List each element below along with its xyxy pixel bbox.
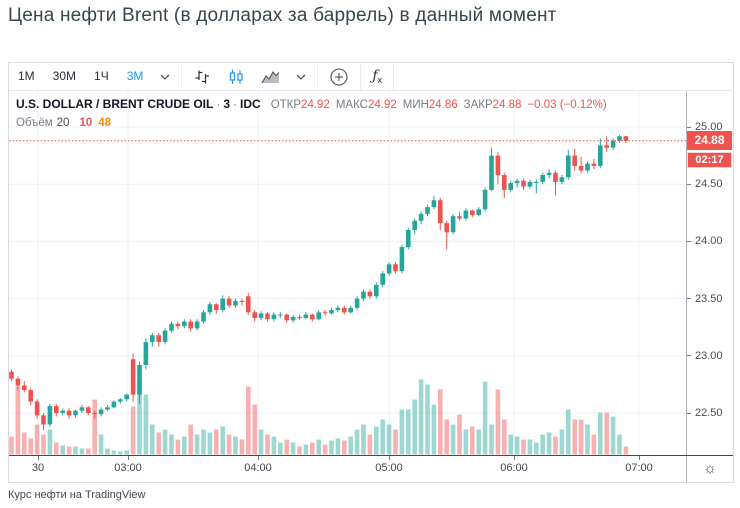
toolbar-separator xyxy=(360,63,362,90)
price-tick-mark xyxy=(687,412,691,414)
price-tick-label: 23.00 xyxy=(695,349,723,362)
price-tick-mark xyxy=(687,183,691,185)
time-tick-mark xyxy=(38,456,39,460)
interval-button-30m[interactable]: 30М xyxy=(44,63,85,90)
price-tick-label: 23.50 xyxy=(695,292,723,305)
interval-button-3m[interactable]: 3М xyxy=(118,63,153,90)
candlestick-chart-canvas[interactable] xyxy=(9,91,686,455)
interval-button-1m[interactable]: 1М xyxy=(9,63,44,90)
price-tick-label: 24.50 xyxy=(695,178,723,191)
time-axis-row: 30 03:00 04:00 05:00 06:00 07:00 ☼ xyxy=(9,455,733,482)
volume-layer xyxy=(9,379,629,455)
bars-chart-icon[interactable] xyxy=(185,63,219,90)
chart-toolbar: 1М 30М 1Ч 3М xyxy=(9,63,733,91)
chart-region: U.S. DOLLAR / BRENT CRUDE OIL · 3 · IDC ОТКР2… xyxy=(9,91,733,455)
bar-countdown-timer: 02:17 xyxy=(687,152,732,169)
candles-chart-icon[interactable] xyxy=(219,63,253,90)
toolbar-separator xyxy=(393,63,395,90)
price-tick-mark xyxy=(687,298,691,300)
time-tick-label: 03:00 xyxy=(114,462,142,474)
price-axis[interactable]: 25.00 24.50 24.00 23.50 23.00 22.50 24.88 02:17 xyxy=(686,91,733,455)
time-tick-label: 07:00 xyxy=(625,462,653,474)
interval-chevron-down-icon[interactable] xyxy=(152,63,178,90)
tradingview-widget: 1М 30М 1Ч 3М xyxy=(8,62,734,483)
price-tick-mark xyxy=(687,355,691,357)
area-chart-icon[interactable] xyxy=(253,63,288,90)
time-tick-label: 30 xyxy=(31,462,45,474)
price-tick-mark xyxy=(687,126,691,128)
time-axis[interactable]: 30 03:00 04:00 05:00 06:00 07:00 xyxy=(9,456,686,482)
candles-layer xyxy=(9,135,629,431)
price-tick-label: 24.00 xyxy=(695,235,723,248)
compare-plus-icon[interactable] xyxy=(321,63,357,90)
price-tick-label: 25.00 xyxy=(695,121,723,133)
time-tick-label: 04:00 xyxy=(244,462,272,474)
last-price-label: 24.88 xyxy=(687,131,732,151)
time-tick-mark xyxy=(514,456,515,460)
toolbar-separator xyxy=(317,63,319,90)
price-tick-mark xyxy=(687,240,691,242)
page-title: Цена нефти Brent (в долларах за баррель)… xyxy=(8,5,557,26)
price-tick-label: 22.50 xyxy=(695,407,723,419)
axis-settings-corner[interactable]: ☼ xyxy=(686,456,733,482)
indicators-fx-icon[interactable]: ƒx xyxy=(372,68,383,85)
time-tick-label: 06:00 xyxy=(500,462,528,474)
settings-gear-icon[interactable]: ☼ xyxy=(703,460,717,477)
toolbar-separator xyxy=(181,63,183,90)
time-tick-mark xyxy=(258,456,259,460)
chart-type-chevron-down-icon[interactable] xyxy=(288,63,314,90)
grid-layer xyxy=(9,91,686,455)
tradingview-attribution-link[interactable]: Курс нефти на TradingView xyxy=(8,489,146,501)
time-tick-mark xyxy=(389,456,390,460)
time-tick-label: 05:00 xyxy=(375,462,403,474)
time-tick-mark xyxy=(128,456,129,460)
interval-button-1h[interactable]: 1Ч xyxy=(85,63,118,90)
time-tick-mark xyxy=(639,456,640,460)
